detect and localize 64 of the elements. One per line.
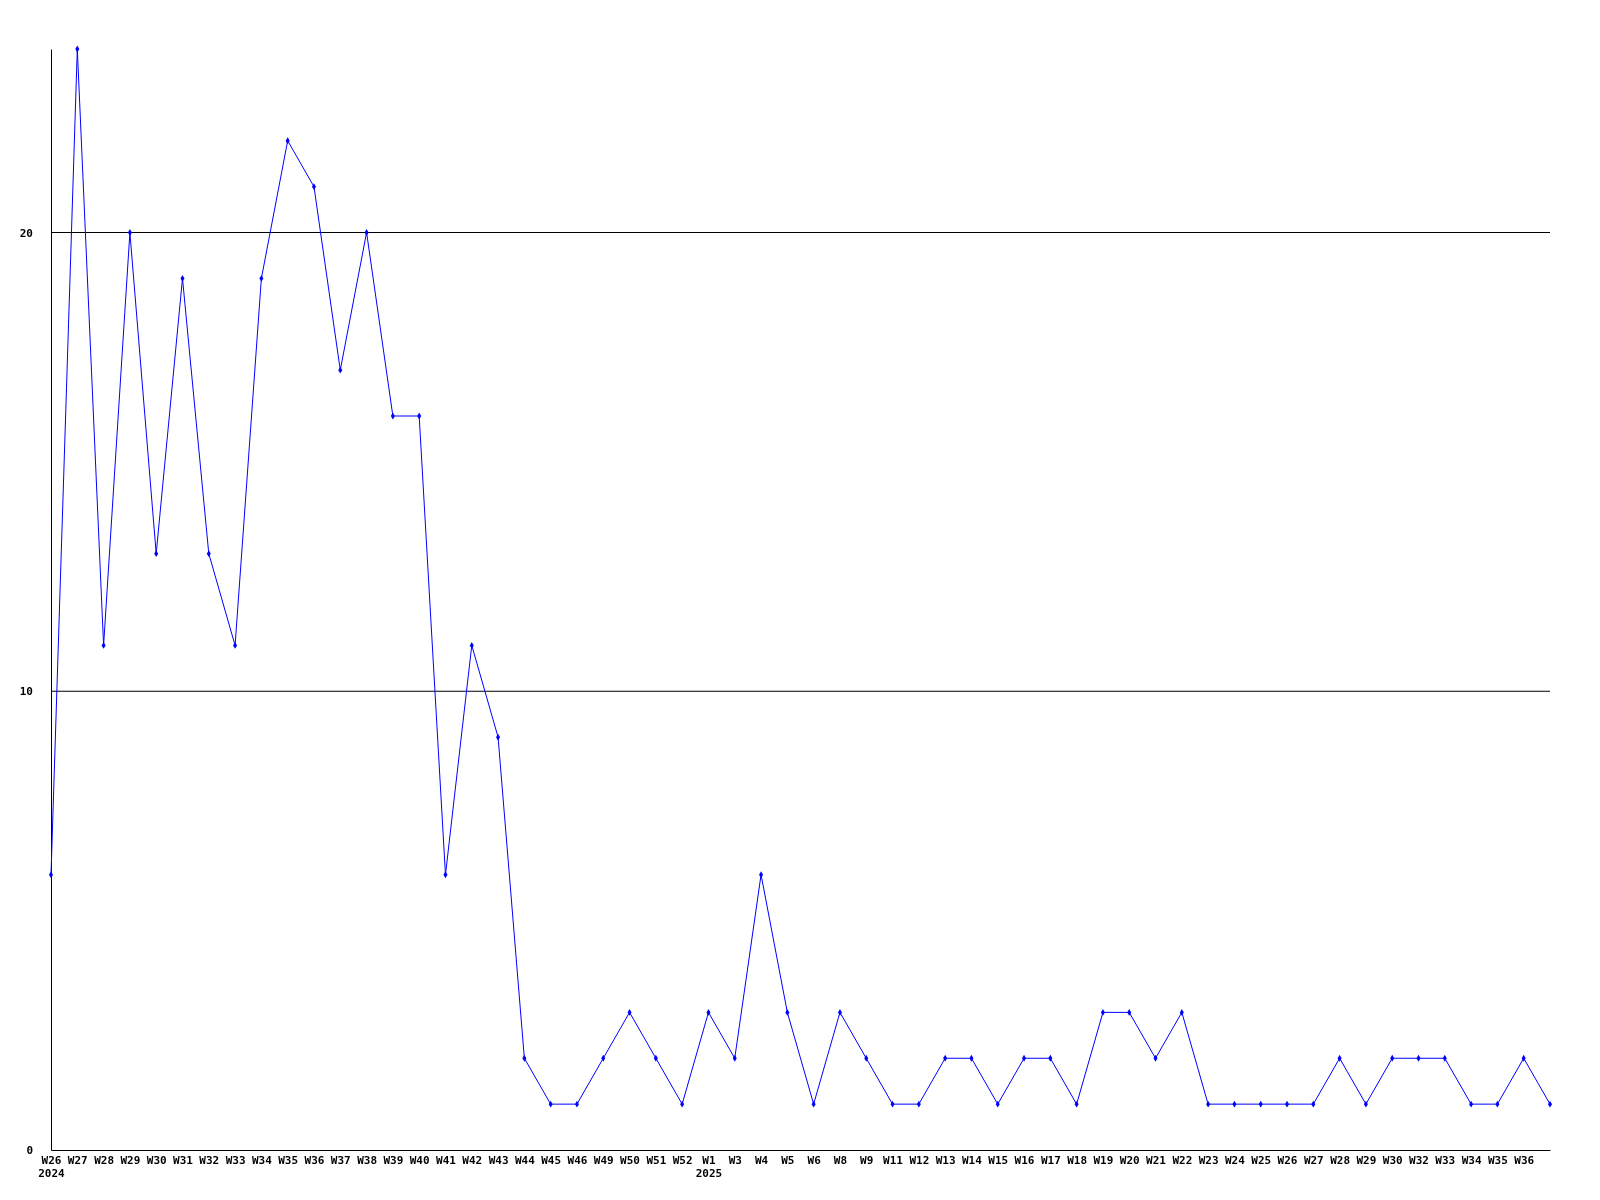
x-tick-label: W50 xyxy=(620,1154,640,1167)
x-tick-label: W26 xyxy=(1277,1154,1298,1167)
x-tick-label: W36 xyxy=(304,1154,325,1167)
x-tick-label: W12 xyxy=(909,1154,930,1167)
x-tick-label: W39 xyxy=(383,1154,404,1167)
y-tick-label: 0 xyxy=(26,1144,33,1158)
y-tick-label: 10 xyxy=(19,685,33,699)
x-tick-label: W36 xyxy=(1514,1154,1535,1167)
x-tick-label: W8 xyxy=(833,1154,848,1167)
x-tick-label: W51 xyxy=(646,1154,667,1167)
x-tick-label: W37 xyxy=(330,1154,351,1167)
x-tick-label: W49 xyxy=(593,1154,614,1167)
y-tick-label: 20 xyxy=(19,226,33,240)
x-tick-label: W40 xyxy=(409,1154,430,1167)
x-tick-label: W15 xyxy=(988,1154,1009,1167)
x-tick-label: W20 xyxy=(1119,1154,1140,1167)
x-tick-label: W32 xyxy=(199,1154,220,1167)
x-tick-label: W23 xyxy=(1198,1154,1219,1167)
x-tick-label: W16 xyxy=(1014,1154,1035,1167)
x-tick-label: W29 xyxy=(120,1154,141,1167)
x-tick-label: W13 xyxy=(935,1154,956,1167)
x-tick-label: W21 xyxy=(1146,1154,1167,1167)
x-tick-label: W24 xyxy=(1224,1154,1246,1167)
x-tick-label: W44 xyxy=(514,1154,536,1167)
x-tick-label: W30 xyxy=(146,1154,167,1167)
x-tick-label: W6 xyxy=(807,1154,822,1167)
x-tick-label: W45 xyxy=(541,1154,562,1167)
x-tick-label: W11 xyxy=(883,1154,904,1167)
x-tick-label: W5 xyxy=(781,1154,795,1167)
x-tick-label: W42 xyxy=(462,1154,483,1167)
x-tick-label: W29 xyxy=(1356,1154,1377,1167)
x-tick-label: W35 xyxy=(1487,1154,1508,1167)
x-tick-label: W27 xyxy=(1303,1154,1324,1167)
point xyxy=(364,229,369,236)
x-tick-label: W22 xyxy=(1172,1154,1193,1167)
x-tick-label: W28 xyxy=(1330,1154,1351,1167)
x-tick-label: W32 xyxy=(1409,1154,1429,1167)
x-tick-label: W43 xyxy=(488,1154,509,1167)
x-tick-label: W25 xyxy=(1251,1154,1272,1167)
x-tick-label: W3 xyxy=(728,1154,742,1167)
x-tick-label: W30 xyxy=(1382,1154,1403,1167)
x-tick-label: W33 xyxy=(225,1154,246,1167)
x-tick-label: W4 xyxy=(754,1154,769,1167)
x-tick-label: W52 xyxy=(672,1154,693,1167)
x-tick-label: W35 xyxy=(278,1154,299,1167)
x-tick-label: W14 xyxy=(962,1154,983,1167)
x-tick-label: W17 xyxy=(1040,1154,1061,1167)
x-tick-label: W1 2025 xyxy=(695,1154,723,1180)
x-tick-label: W18 xyxy=(1067,1154,1088,1167)
x-tick-label: W27 xyxy=(67,1154,88,1167)
point xyxy=(127,229,132,236)
x-tick-label: W38 xyxy=(357,1154,378,1167)
x-tick-label: W46 xyxy=(567,1154,588,1167)
x-tick-label: W34 xyxy=(251,1154,273,1167)
x-tick-label: W28 xyxy=(94,1154,115,1167)
x-tick-label: W9 xyxy=(860,1154,874,1167)
x-tick-label: W26 2024 xyxy=(38,1154,66,1180)
point xyxy=(48,871,54,879)
x-tick-label: W31 xyxy=(173,1154,194,1167)
x-tick-label: W41 xyxy=(436,1154,457,1167)
point xyxy=(1547,1100,1553,1108)
x-tick-label: W34 xyxy=(1461,1154,1482,1167)
x-tick-label: W33 xyxy=(1435,1154,1456,1167)
x-tick-label: W19 xyxy=(1093,1154,1114,1167)
